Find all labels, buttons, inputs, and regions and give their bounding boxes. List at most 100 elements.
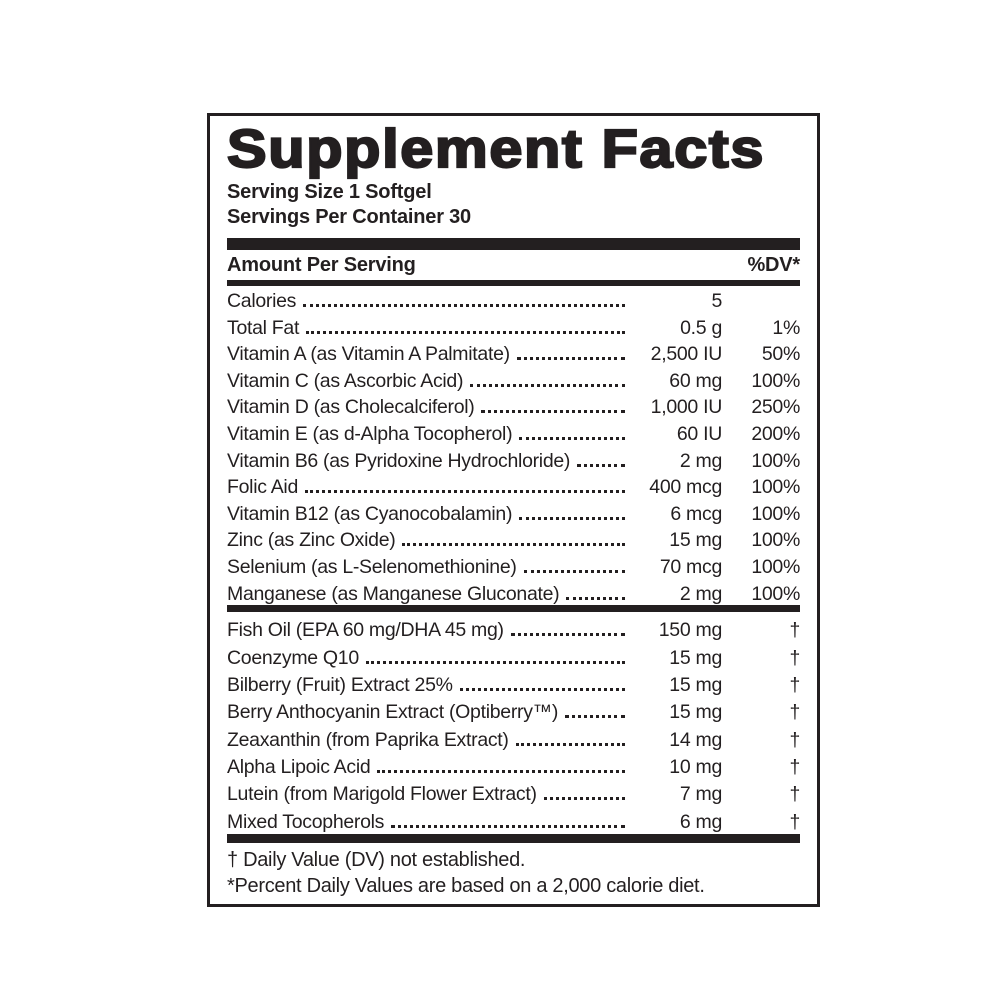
table-row: Bilberry (Fruit) Extract 25% 15 mg † [227, 670, 800, 697]
footnote-dv-not-established: † Daily Value (DV) not established. [227, 849, 526, 872]
table-row: Berry Anthocyanin Extract (Optiberry™) 15… [227, 697, 800, 724]
nutrient-name: Vitamin A (as Vitamin A Palmitate) [227, 343, 510, 366]
nutrient-name: Calories [227, 290, 297, 312]
nutrient-name: Coenzyme Q10 [227, 646, 359, 669]
nutrient-section-primary: Calories 5 Total Fat 0.5 g 1% Vitamin A (as V… [227, 286, 800, 605]
nutrient-dv: 100% [751, 449, 800, 472]
table-row: Alpha Lipoic Acid 10 mg † [227, 752, 800, 779]
nutrient-dv: 50% [761, 343, 800, 366]
nutrient-amount: 15 mg [669, 701, 722, 724]
dot-leader [519, 516, 625, 520]
nutrient-name: Berry Anthocyanin Extract (Optiberry™) [227, 701, 559, 724]
nutrient-amount: 2,500 IU [650, 343, 723, 366]
nutrient-name: Total Fat [227, 316, 300, 339]
table-row: Total Fat 0.5 g 1% [227, 313, 800, 340]
nutrient-amount: 1,000 IU [650, 396, 723, 419]
nutrient-amount: 15 mg [669, 529, 722, 552]
nutrient-amount: 150 mg [658, 619, 723, 642]
dot-leader [303, 304, 625, 307]
nutrient-name: Fish Oil (EPA 60 mg/DHA 45 mg) [227, 619, 504, 642]
dot-leader [402, 543, 625, 547]
nutrient-name: Bilberry (Fruit) Extract 25% [227, 673, 453, 696]
table-row: Calories 5 [227, 286, 800, 313]
nutrient-dv: 100% [751, 582, 800, 605]
table-row: Vitamin A (as Vitamin A Palmitate) 2,500 … [227, 339, 800, 366]
divider-under-header [227, 280, 800, 286]
dot-leader [305, 490, 625, 494]
dot-leader [523, 569, 625, 573]
nutrient-name: Manganese (as Manganese Gluconate) [227, 582, 560, 605]
table-row: Mixed Tocopherols 6 mg † [227, 807, 800, 834]
dot-leader [377, 770, 625, 774]
table-row: Folic Aid 400 mcg 100% [227, 472, 800, 499]
dot-leader [481, 410, 625, 414]
nutrient-amount: 10 mg [669, 756, 722, 779]
nutrient-amount: 60 mg [669, 369, 722, 392]
nutrient-dv: † [789, 619, 800, 642]
dot-leader [510, 633, 625, 637]
dot-leader [459, 687, 625, 691]
nutrient-name: Vitamin B12 (as Cyanocobalamin) [227, 502, 513, 525]
dot-leader [515, 742, 625, 746]
nutrient-dv: 250% [751, 396, 800, 419]
nutrient-amount: 14 mg [669, 728, 722, 751]
nutrient-amount: 0.5 g [680, 316, 722, 339]
table-row: Vitamin D (as Cholecalciferol) 1,000 IU 25… [227, 392, 800, 419]
nutrient-amount: 2 mg [679, 449, 722, 472]
nutrient-name: Vitamin C (as Ascorbic Acid) [227, 369, 464, 392]
column-header-row: Amount Per Serving %DV* [227, 250, 800, 280]
nutrient-dv: † [789, 756, 800, 779]
table-row: Zinc (as Zinc Oxide) 15 mg 100% [227, 525, 800, 552]
nutrient-section-secondary: Fish Oil (EPA 60 mg/DHA 45 mg) 150 mg † Coe… [227, 612, 800, 834]
nutrient-amount: 6 mg [679, 810, 722, 833]
dot-leader [543, 797, 625, 801]
nutrient-dv: † [789, 646, 800, 669]
table-row: Coenzyme Q10 15 mg † [227, 643, 800, 670]
serving-size-line: Serving Size 1 Softgel [227, 181, 432, 203]
nutrient-name: Vitamin D (as Cholecalciferol) [227, 396, 475, 419]
nutrient-dv: † [789, 701, 800, 724]
nutrient-dv: † [789, 810, 800, 833]
nutrient-dv: † [789, 783, 800, 806]
table-row: Vitamin E (as d-Alpha Tocopherol) 60 IU 20… [227, 419, 800, 446]
nutrient-amount: 6 mcg [670, 502, 722, 525]
table-row: Zeaxanthin (from Paprika Extract) 14 mg † [227, 725, 800, 752]
dot-leader [470, 383, 625, 387]
nutrient-amount: 7 mg [679, 783, 722, 806]
nutrient-dv: 100% [751, 476, 800, 499]
nutrient-dv: 100% [751, 529, 800, 552]
dot-leader [306, 330, 625, 334]
nutrient-name: Vitamin B6 (as Pyridoxine Hydrochloride) [227, 449, 571, 472]
nutrient-name: Folic Aid [227, 476, 298, 499]
nutrient-amount: 2 mg [679, 582, 722, 605]
nutrient-dv: 200% [751, 422, 800, 445]
nutrient-dv: 100% [751, 555, 800, 578]
dot-leader [391, 824, 625, 828]
nutrient-amount: 15 mg [669, 646, 722, 669]
footnotes-block: † Daily Value (DV) not established. *Per… [227, 843, 800, 899]
nutrient-dv: † [789, 673, 800, 696]
nutrient-name: Zeaxanthin (from Paprika Extract) [227, 728, 509, 751]
divider-thick-top [227, 238, 800, 250]
nutrient-name: Mixed Tocopherols [227, 810, 385, 833]
dot-leader [577, 463, 625, 467]
servings-per-container-line: Servings Per Container 30 [227, 205, 471, 228]
dot-leader [516, 357, 625, 361]
nutrient-amount: 15 mg [669, 673, 722, 696]
dot-leader [365, 660, 625, 664]
table-row: Vitamin C (as Ascorbic Acid) 60 mg 100% [227, 366, 800, 393]
percent-dv-header: %DV* [747, 254, 800, 276]
nutrient-amount: 5 [711, 290, 722, 312]
nutrient-dv: 100% [751, 369, 800, 392]
nutrient-name: Vitamin E (as d-Alpha Tocopherol) [227, 422, 513, 445]
nutrient-amount: 400 mcg [649, 476, 722, 499]
nutrient-amount: 60 IU [676, 422, 722, 445]
footnote-percent-daily-values: *Percent Daily Values are based on a 2,0… [227, 874, 705, 897]
divider-between-sections [227, 605, 800, 613]
dot-leader [566, 596, 625, 600]
nutrient-name: Selenium (as L-Selenomethionine) [227, 555, 517, 578]
dot-leader [519, 436, 625, 440]
nutrient-dv: † [789, 728, 800, 751]
nutrient-dv: 1% [772, 316, 800, 339]
